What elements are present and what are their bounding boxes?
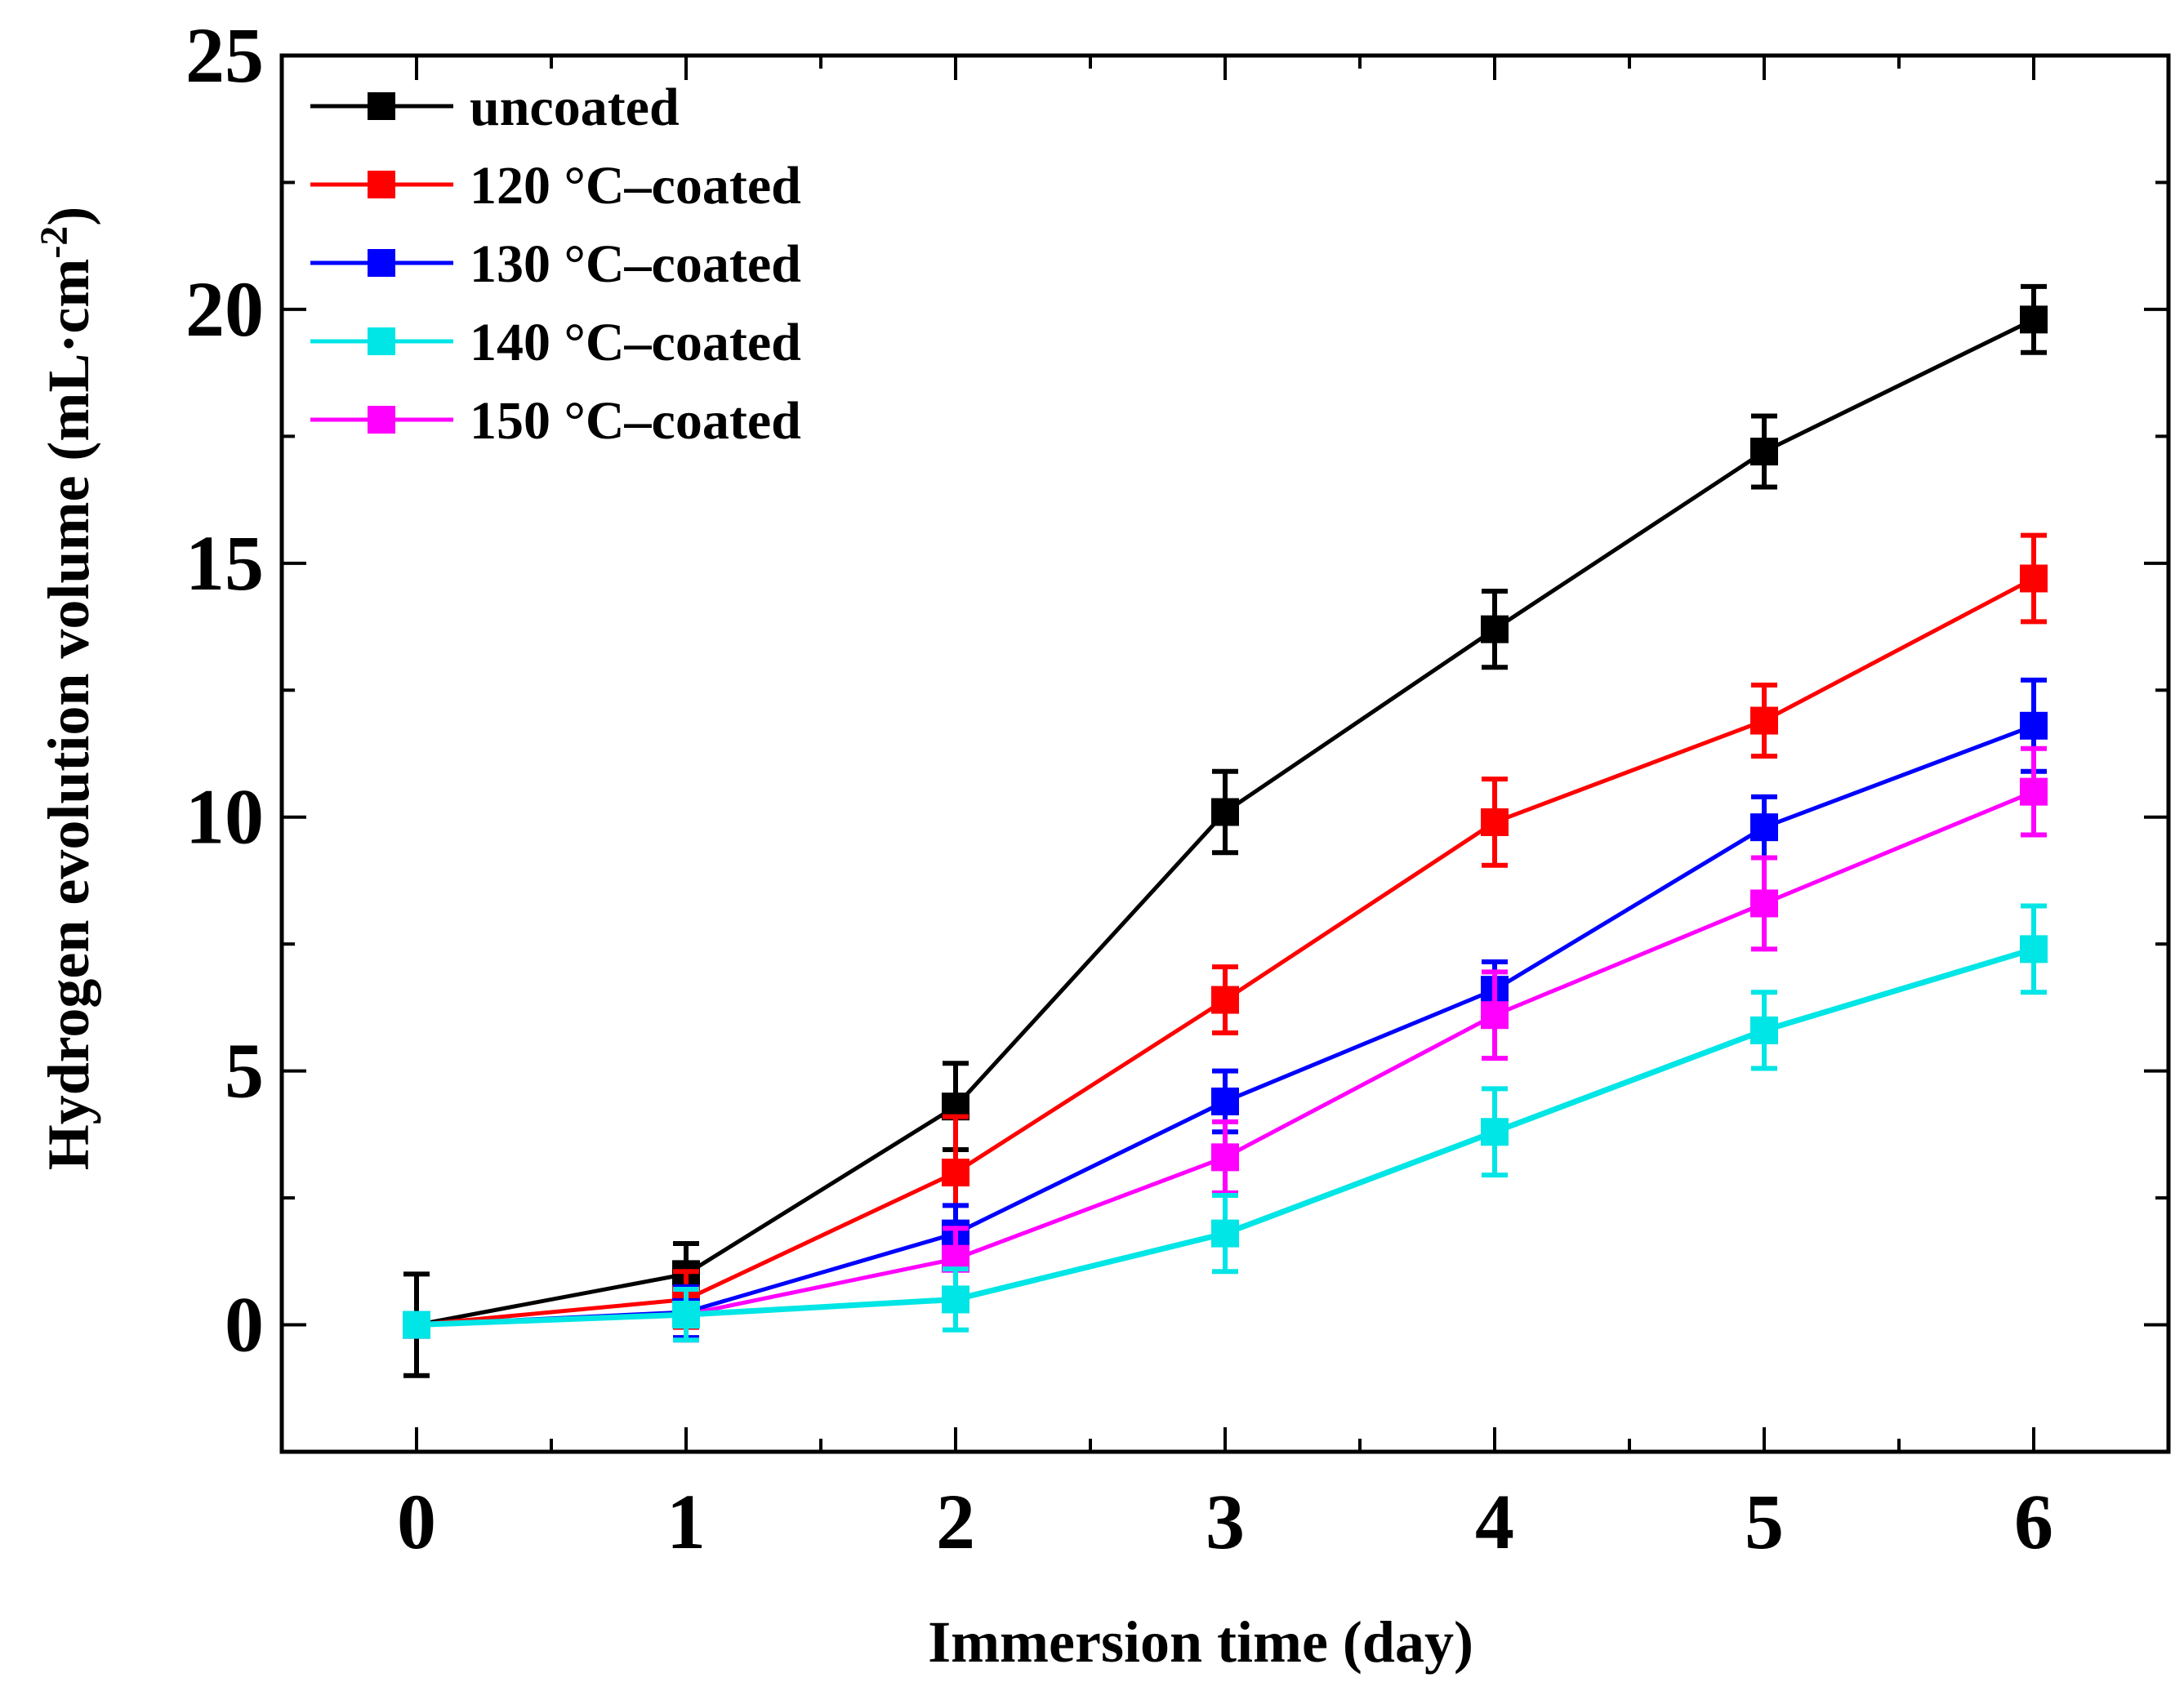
data-point bbox=[942, 1285, 969, 1314]
x-tick-label: 4 bbox=[1475, 1478, 1514, 1565]
legend-marker bbox=[368, 406, 395, 434]
data-point bbox=[1750, 813, 1778, 842]
x-tick-label: 1 bbox=[666, 1478, 706, 1565]
tick-labels: 0 1 2 3 4 5 6 0 5 10 15 20 25 bbox=[185, 11, 2053, 1565]
data-point bbox=[1211, 1143, 1239, 1172]
data-point bbox=[1211, 1219, 1239, 1248]
legend-label: 120 °C–coated bbox=[470, 156, 801, 216]
data-point bbox=[1481, 808, 1509, 836]
x-tick-label: 0 bbox=[397, 1478, 436, 1565]
legend-marker bbox=[368, 249, 395, 277]
data-point bbox=[1481, 615, 1509, 643]
data-point bbox=[1750, 706, 1778, 735]
data-series bbox=[403, 283, 2048, 1378]
data-point bbox=[1211, 798, 1239, 826]
data-point bbox=[403, 1311, 430, 1339]
data-point bbox=[672, 1301, 700, 1329]
data-point bbox=[942, 1159, 969, 1186]
legend-marker bbox=[368, 327, 395, 355]
data-point bbox=[2020, 777, 2048, 806]
data-point bbox=[2020, 711, 2048, 740]
y-tick-label: 0 bbox=[225, 1281, 264, 1368]
legend-marker bbox=[368, 92, 395, 120]
legend-label: 150 °C–coated bbox=[470, 391, 801, 451]
x-axis-title: Immersion time (day) bbox=[928, 1609, 1473, 1675]
data-point bbox=[2020, 935, 2048, 963]
x-tick-label: 5 bbox=[1745, 1478, 1784, 1565]
legend-marker bbox=[368, 171, 395, 198]
axis-ticks bbox=[280, 54, 2170, 1453]
x-tick-label: 3 bbox=[1206, 1478, 1245, 1565]
legend-item: 120 °C–coated bbox=[310, 156, 801, 216]
plot-frame bbox=[279, 53, 2171, 1454]
legend-item: 130 °C–coated bbox=[310, 234, 801, 294]
y-tick-label: 15 bbox=[185, 519, 264, 607]
series-3 bbox=[403, 903, 2048, 1343]
y-tick-label: 25 bbox=[185, 11, 264, 99]
data-point bbox=[1481, 1118, 1509, 1146]
y-tick-label: 20 bbox=[185, 265, 264, 353]
legend-label: uncoated bbox=[470, 78, 680, 137]
data-point bbox=[1481, 1001, 1509, 1030]
data-point bbox=[1750, 889, 1778, 918]
legend-item: 150 °C–coated bbox=[310, 391, 801, 451]
legend-item: 140 °C–coated bbox=[310, 313, 801, 372]
data-point bbox=[1211, 986, 1239, 1014]
data-point bbox=[1750, 438, 1778, 466]
data-point bbox=[2020, 305, 2048, 334]
legend: uncoated 120 °C–coated 130 °C–coated 140 °C… bbox=[310, 78, 801, 451]
legend-label: 140 °C–coated bbox=[470, 313, 801, 372]
y-axis-title-main: Hydrogen evolution volume (mL·cm bbox=[36, 259, 101, 1171]
data-point bbox=[1211, 1087, 1239, 1115]
x-tick-label: 2 bbox=[936, 1478, 975, 1565]
y-axis-title-superscript: -2 bbox=[33, 226, 76, 259]
y-tick-label: 10 bbox=[185, 773, 264, 861]
y-axis-title-close: ) bbox=[36, 207, 101, 226]
legend-label: 130 °C–coated bbox=[470, 234, 801, 294]
x-tick-label: 6 bbox=[2014, 1478, 2053, 1565]
y-axis-title: Hydrogen evolution volume (mL·cm-2) bbox=[33, 207, 102, 1171]
y-tick-label: 5 bbox=[225, 1027, 264, 1115]
data-point bbox=[2020, 564, 2048, 593]
data-point bbox=[1750, 1016, 1778, 1044]
legend-item: uncoated bbox=[310, 78, 680, 137]
